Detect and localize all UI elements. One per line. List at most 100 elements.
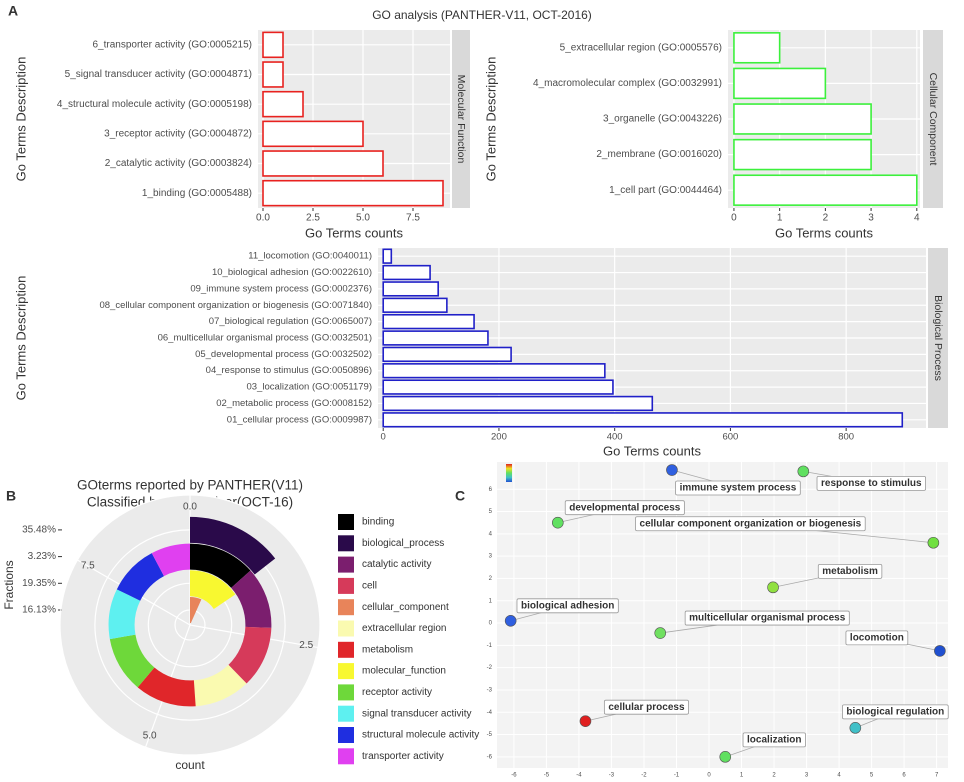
point [849,722,862,734]
segment [190,570,236,609]
point-label: metabolism [822,566,878,577]
x-tick-label: 400 [607,432,623,443]
x-tick-label: -5 [544,773,550,779]
y-axis-title: Go Terms Description [13,57,28,182]
figure-title: GO analysis (PANTHER-V11, OCT-2016) [372,8,592,22]
y-tick-label: 4_structural molecule activity (GO:00051… [57,99,252,110]
point [666,464,678,476]
point-label: localization [747,734,801,745]
panel-label: B [6,488,16,504]
x-tick-label: 2.5 [306,213,320,224]
y-tick-label: -1 [487,643,493,649]
segment [151,543,190,577]
point [934,645,946,657]
strip [452,30,470,208]
y-tick-label: 02_metabolic process (GO:0008152) [216,398,372,409]
segment [190,543,251,588]
legend-label: biological_process [362,538,444,549]
x-tick-label: -1 [674,773,680,779]
label-box [564,500,685,516]
label-box [842,704,949,720]
y-axis-title: Go Terms Description [483,57,498,182]
y-tick-label: 3_organelle (GO:0043226) [603,114,722,125]
x-axis-title: Go Terms counts [775,225,874,240]
y-tick-label: 1_binding (GO:0005488) [142,188,252,199]
y-tick-label: -2 [487,665,493,671]
legend-swatch [338,535,354,552]
y-tick-label: 05_developmental process (GO:0032502) [195,349,372,360]
bar [382,313,475,330]
angle-tick-label: 2.5 [299,640,313,651]
y-tick-label: -4 [487,710,493,716]
label-box [684,610,850,626]
angle-tick-label: 7.5 [81,561,95,572]
point [719,751,732,763]
y-tick-label: 10_biological adhesion (GO:0022610) [212,267,372,278]
legend-swatch [338,556,354,573]
y-tick-label: 1_cell part (GO:0044464) [609,185,722,196]
ring-label: 35.48% [22,525,56,536]
label-box [635,516,866,532]
bar [382,363,606,379]
label-box [675,480,801,496]
legend-label: cell [362,581,377,592]
panel-label: A [8,3,18,19]
bar [733,67,827,100]
panel-label: C [455,488,465,504]
y-tick-label: 07_biological regulation (GO:0065007) [209,316,372,327]
legend-label: binding [362,517,394,528]
point-label: response to stimulus [821,478,922,489]
label-box [516,598,619,614]
x-tick-label: -3 [609,773,615,779]
bar [382,281,439,297]
x-axis-title: Go Terms counts [305,225,404,240]
y-tick-label: -5 [487,732,493,738]
legend-label: signal transducer activity [362,708,472,719]
x-tick-label: 4 [914,213,920,224]
point [504,614,517,627]
y-tick-label: 2_catalytic activity (GO:0003824) [105,158,252,169]
y-tick-label: 0 [489,621,493,627]
bar [262,150,384,177]
bar [733,103,872,135]
y-tick-label: 4_macromolecular complex (GO:0032991) [533,78,722,89]
label-box [603,699,689,715]
x-tick-label: 3 [805,773,809,779]
y-tick-label: 4 [489,531,493,537]
y-tick-label: 06_multicellular organismal process (GO:… [158,333,372,344]
point-label: locomotion [850,633,904,644]
segment [193,664,247,707]
legend-swatch [338,684,354,701]
x-tick-label: 0 [381,432,386,443]
point-label: developmental process [569,502,681,513]
legend-swatch [338,748,354,765]
grid-circle [59,494,321,756]
x-tick-label: 800 [838,432,854,443]
x-tick-label: 7.5 [406,213,420,224]
y-tick-label: 2_membrane (GO:0016020) [596,149,722,160]
strip-label: Biological Process [932,295,944,381]
bar [733,138,872,171]
point [654,627,667,639]
x-tick-label: 5.0 [356,213,370,224]
segment [137,667,196,707]
label-box [845,630,909,646]
point-label: cellular process [608,702,685,713]
x-tick-label: 6 [902,773,906,779]
point [767,581,779,594]
segment [190,597,202,624]
bar [262,61,284,88]
legend-label: transporter activity [362,751,444,762]
x-tick-label: 3 [868,213,874,224]
point-label: biological regulation [846,706,944,717]
strip-label: Molecular Function [455,75,467,164]
angle-tick-label: 0.0 [183,502,197,513]
segment [231,570,272,628]
y-tick-label: -3 [487,688,493,694]
ring-label: 19.35% [22,578,56,589]
point [797,465,810,478]
point-label: immune system process [680,483,797,494]
x-tick-label: -2 [641,773,647,779]
label-box [816,475,926,491]
